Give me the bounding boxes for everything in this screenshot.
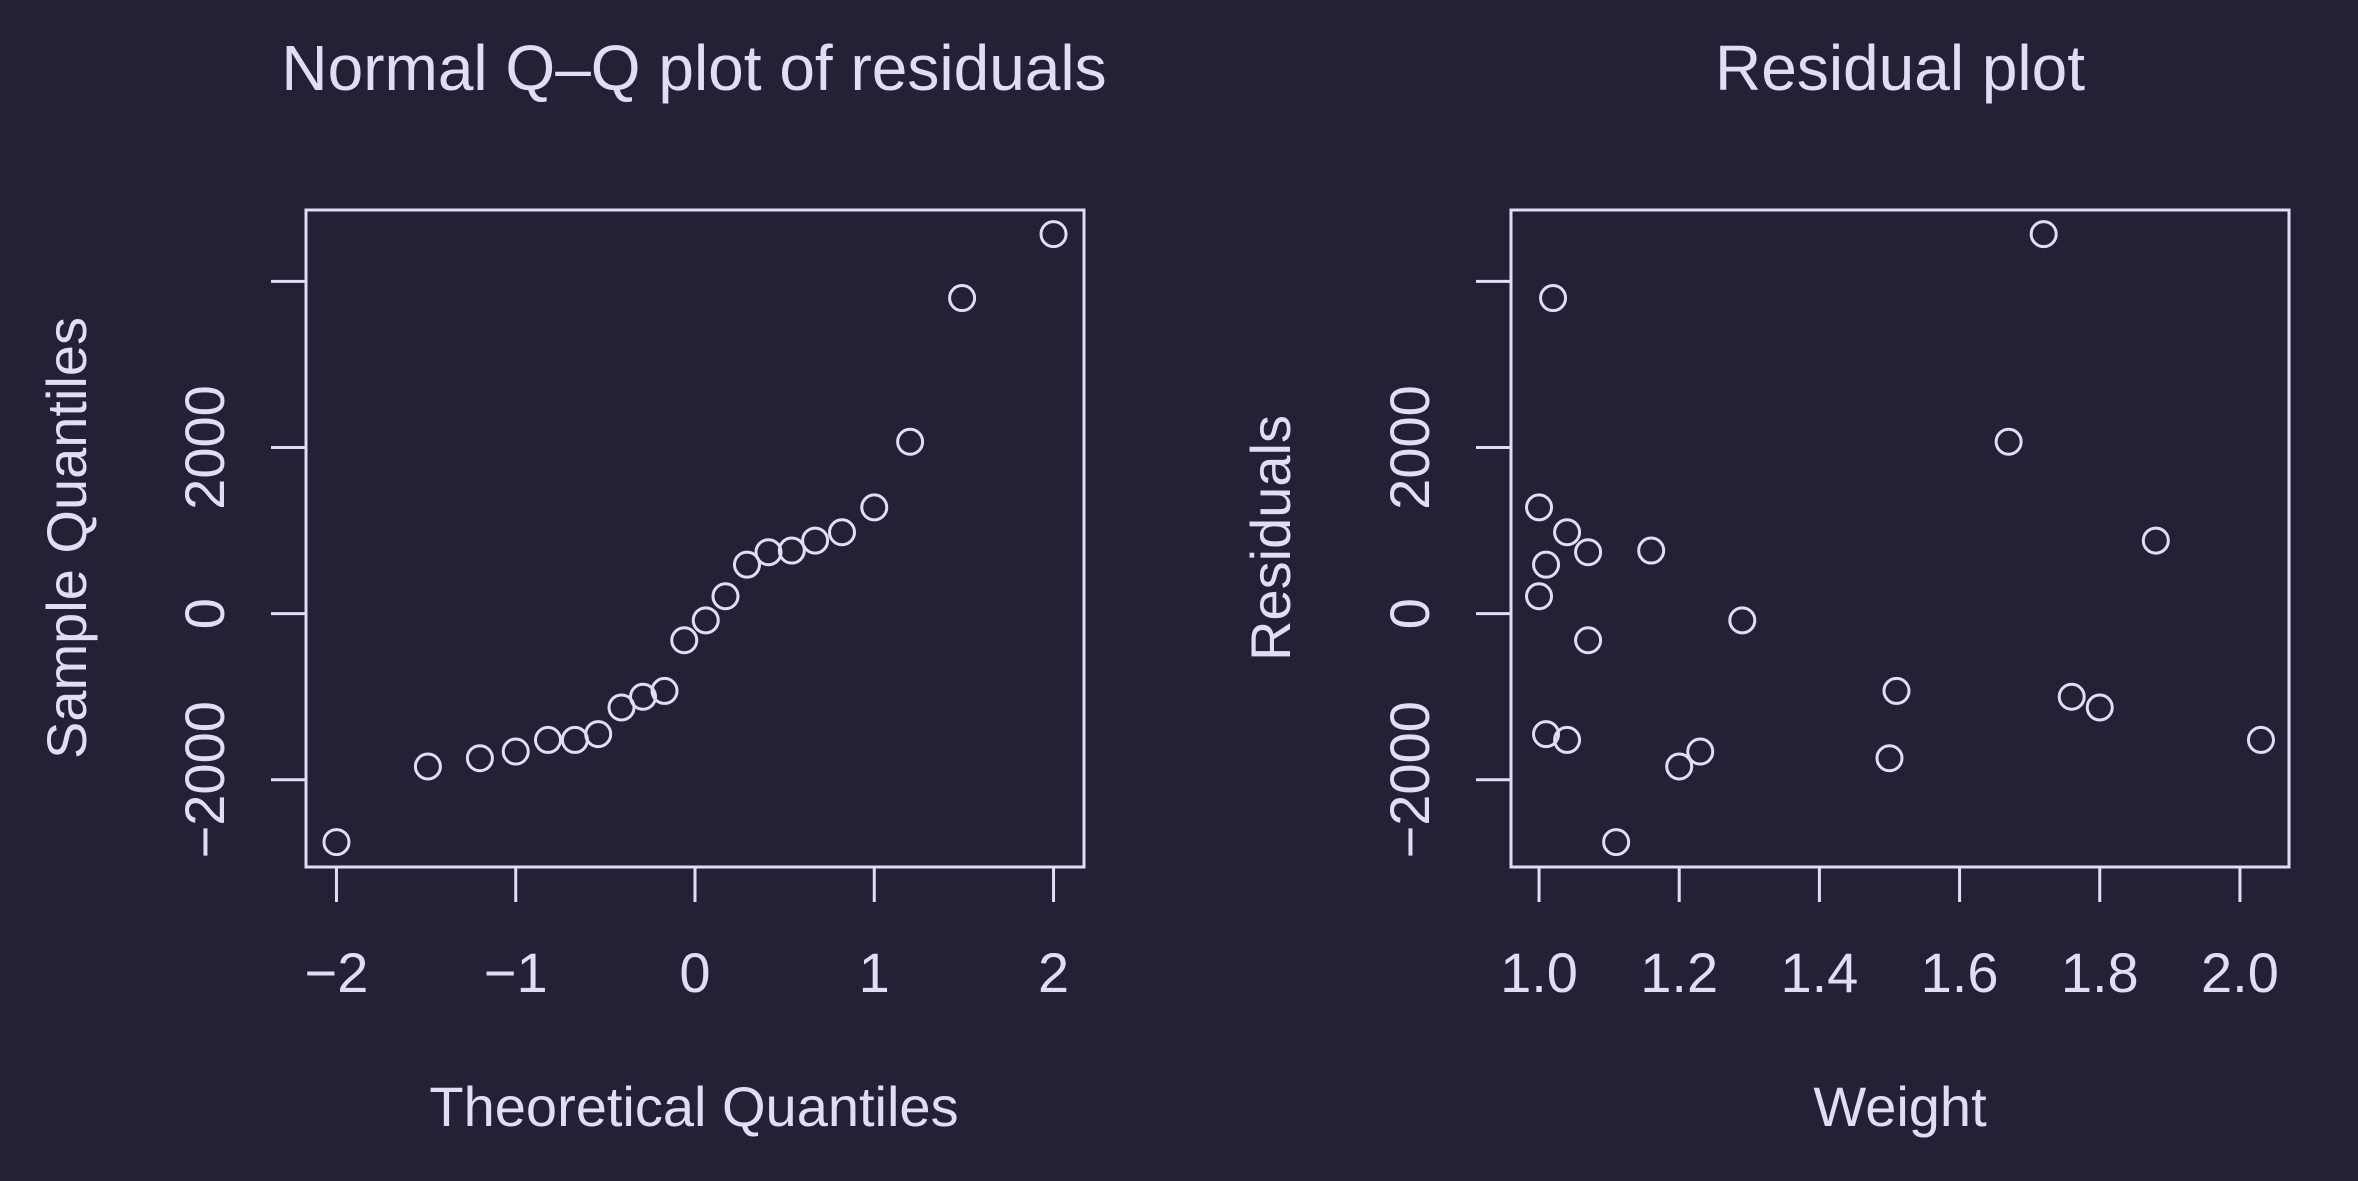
- residual-plot-point: [2085, 693, 2114, 722]
- residual-plot-point: [1532, 720, 1561, 749]
- residual-plot-point: [1553, 518, 1582, 547]
- residual-plot-point: [1525, 582, 1554, 611]
- residual-plot-x-tick-label: 1.6: [1921, 941, 1999, 1004]
- qq-plot-point: [650, 676, 679, 705]
- residual-plot-point: [1574, 538, 1603, 567]
- qq-plot-y-axis: −2000 0 2000: [173, 279, 308, 858]
- qq-plot-point: [948, 284, 977, 313]
- qq-plot-x-tick-label: −1: [484, 941, 548, 1004]
- qq-plot-point: [465, 744, 494, 773]
- qq-plot-x-tick-label: 1: [859, 941, 890, 1004]
- qq-plot-point: [322, 828, 351, 857]
- residual-plot-x-axis: 1.0 1.2 1.4 1.6 1.8 2.0: [1500, 865, 2279, 1004]
- residual-plot-point: [1882, 676, 1911, 705]
- residual-plot-x-tick-label: 1.2: [1640, 941, 1718, 1004]
- qq-plot-point: [1039, 220, 1068, 249]
- residual-plot-point: [1665, 752, 1694, 781]
- residual-plot-point: [1553, 725, 1582, 754]
- qq-plot-panel: Normal Q–Q plot of residuals Theoretical…: [35, 32, 1107, 1138]
- qq-plot-point: [754, 538, 783, 567]
- qq-plot-point: [670, 626, 699, 655]
- qq-plot-x-tick-label: 0: [679, 941, 710, 1004]
- qq-plot-points: [322, 220, 1068, 857]
- residual-plot-y-tick-label: −2000: [1378, 701, 1441, 858]
- qq-plot-point: [413, 752, 442, 781]
- qq-plot-point: [801, 526, 830, 555]
- residual-plot-y-tick-label: 2000: [1378, 385, 1441, 510]
- residual-plot-point: [1532, 550, 1561, 579]
- residual-plot-point: [1637, 536, 1666, 565]
- qq-plot-point: [711, 582, 740, 611]
- qq-plot-point: [534, 725, 563, 754]
- residual-plot-x-tick-label: 1.0: [1500, 941, 1578, 1004]
- qq-plot-ylabel: Sample Quantiles: [35, 317, 98, 759]
- qq-plot-point: [691, 606, 720, 635]
- qq-plot-y-tick-label: 2000: [173, 385, 236, 510]
- qq-plot-title: Normal Q–Q plot of residuals: [281, 32, 1106, 104]
- residual-plot-point: [1686, 737, 1715, 766]
- qq-plot-point: [860, 493, 889, 522]
- qq-plot-point: [584, 720, 613, 749]
- residual-plot-point: [2057, 682, 2086, 711]
- residual-plot-point: [2246, 725, 2275, 754]
- residual-plot-point: [1994, 427, 2023, 456]
- qq-plot-y-tick-label: −2000: [173, 701, 236, 858]
- residual-plot-point: [2141, 526, 2170, 555]
- qq-plot-point: [777, 536, 806, 565]
- residual-plot-x-tick-label: 2.0: [2201, 941, 2279, 1004]
- residual-plot-x-tick-label: 1.4: [1780, 941, 1858, 1004]
- qq-plot-x-tick-label: 2: [1038, 941, 1069, 1004]
- residual-plot-y-axis: −2000 0 2000: [1378, 279, 1513, 858]
- residual-plot-point: [1539, 284, 1568, 313]
- qq-plot-y-tick-label: 0: [173, 598, 236, 629]
- residual-plot-point: [1728, 606, 1757, 635]
- residual-plot-title: Residual plot: [1715, 32, 2085, 104]
- residual-plot-panel: Residual plot Weight Residuals 1.0 1.2 1.4…: [1239, 32, 2291, 1138]
- qq-plot-point: [501, 737, 530, 766]
- residual-plot-point: [2029, 220, 2058, 249]
- qq-plot-x-axis: −2 −1 0 1 2: [305, 865, 1069, 1004]
- residual-plot-points: [1525, 220, 2275, 857]
- residual-plot-xlabel: Weight: [1813, 1075, 1987, 1138]
- qq-plot-point: [827, 518, 856, 547]
- qq-plot-x-tick-label: −2: [305, 941, 369, 1004]
- qq-plot-xlabel: Theoretical Quantiles: [429, 1075, 958, 1138]
- qq-plot-point: [607, 693, 636, 722]
- qq-plot-point: [629, 682, 658, 711]
- residual-plot-point: [1574, 626, 1603, 655]
- qq-plot-point: [896, 427, 925, 456]
- residual-plot-x-tick-label: 1.8: [2061, 941, 2139, 1004]
- qq-plot-point: [732, 550, 761, 579]
- residual-plot-point: [1875, 744, 1904, 773]
- residual-plot-point: [1525, 493, 1554, 522]
- residual-plot-y-tick-label: 0: [1378, 598, 1441, 629]
- residual-plot-ylabel: Residuals: [1239, 415, 1302, 661]
- residual-plot-point: [1602, 828, 1631, 857]
